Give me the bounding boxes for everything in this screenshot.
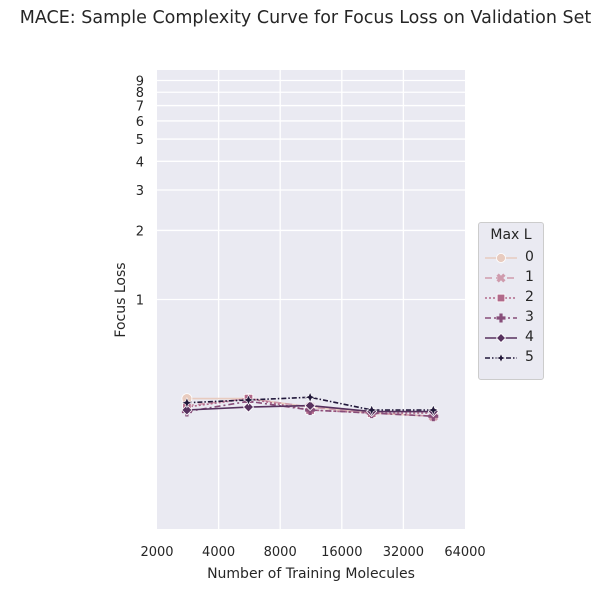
legend-swatch — [485, 313, 517, 323]
legend-swatch — [485, 332, 517, 344]
y-tick-label: 9 — [136, 75, 144, 90]
y-tick-label: 5 — [136, 133, 144, 148]
legend-swatch — [485, 293, 517, 303]
data-point — [427, 404, 440, 416]
data-point — [304, 391, 316, 404]
y-tick-label: 2 — [136, 224, 144, 239]
series-line — [186, 400, 434, 418]
legend-swatch — [485, 273, 517, 283]
x-tick-label: 2000 — [140, 545, 173, 560]
legend-item: 1 — [479, 268, 543, 288]
data-point — [181, 396, 193, 409]
legend-label: 2 — [525, 289, 534, 305]
legend-label: 3 — [525, 309, 534, 325]
y-tick-label: 8 — [136, 86, 144, 101]
legend-label: 5 — [525, 349, 534, 365]
legend-label: 0 — [525, 249, 534, 265]
x-tick-label: 8000 — [264, 545, 297, 560]
legend-item: 3 — [479, 308, 543, 328]
legend-label: 1 — [525, 269, 534, 285]
data-point — [242, 394, 255, 406]
legend-swatch — [485, 352, 517, 364]
x-tick-label: 4000 — [202, 545, 235, 560]
series-5 — [181, 391, 440, 416]
data-point — [242, 401, 255, 413]
x-tick-label: 16000 — [321, 545, 362, 560]
y-tick-label: 4 — [136, 155, 144, 170]
x-tick-label: 64000 — [444, 545, 485, 560]
legend: Max L 0 1 2 3 4 5 — [478, 222, 544, 380]
legend-swatch — [485, 253, 517, 263]
legend-label: 4 — [525, 329, 534, 345]
legend-title: Max L — [490, 227, 532, 243]
series-lines — [181, 391, 440, 422]
chart-title: MACE: Sample Complexity Curve for Focus … — [19, 8, 592, 28]
data-point — [304, 400, 316, 412]
data-point — [181, 404, 193, 416]
legend-item: 2 — [479, 288, 543, 308]
x-tick-label: 32000 — [383, 545, 424, 560]
y-tick-label: 7 — [136, 100, 144, 115]
data-point — [365, 404, 378, 416]
legend-item: 4 — [479, 328, 543, 348]
y-tick-label: 3 — [136, 184, 144, 199]
legend-item: 5 — [479, 348, 543, 368]
x-axis-label: Number of Training Molecules — [207, 566, 415, 582]
y-axis-label: Focus Loss — [113, 262, 129, 337]
y-tick-label: 1 — [136, 294, 144, 309]
y-tick-label: 6 — [136, 115, 144, 130]
grid-lines — [157, 70, 465, 529]
legend-item: 0 — [479, 248, 543, 268]
